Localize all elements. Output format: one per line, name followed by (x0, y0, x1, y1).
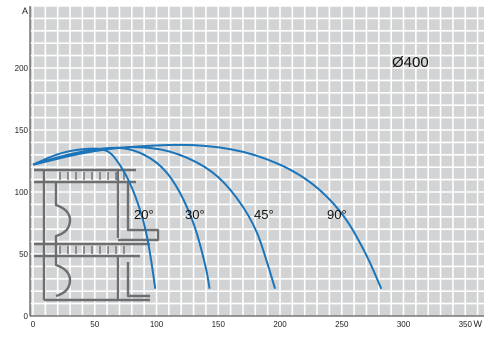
y-tick-label: 200 (15, 64, 29, 73)
x-tick-label: 50 (90, 320, 99, 329)
x-tick-label: 0 (31, 320, 36, 329)
size-annotation: Ø400 (392, 54, 429, 71)
series-line-0 (32, 147, 157, 289)
curve-label-3: 90° (327, 207, 347, 222)
x-axis-label: W (474, 319, 483, 329)
ticks: 0 50 100 150 200 250 300 350 0 50 100 150 200 (15, 64, 473, 329)
curves (32, 143, 383, 290)
x-tick-label: 200 (273, 320, 287, 329)
curve-label-2: 45° (254, 207, 274, 222)
series-line-2 (32, 146, 277, 290)
curve-labels: 20° 30° 45° 90° (134, 207, 347, 222)
y-tick-label: 150 (15, 126, 29, 135)
x-tick-label: 100 (150, 320, 164, 329)
curve-label-1: 30° (185, 207, 205, 222)
y-tick-label: 0 (24, 312, 29, 321)
y-tick-label: 100 (15, 188, 29, 197)
x-tick-label: 150 (212, 320, 226, 329)
y-tick-label: 50 (19, 250, 28, 259)
plot-background (30, 6, 484, 316)
y-axis-label: A (22, 6, 28, 16)
x-tick-label: 300 (397, 320, 411, 329)
x-tick-label: 250 (335, 320, 349, 329)
curve-label-0: 20° (134, 207, 154, 222)
profile-diagram (34, 168, 160, 302)
x-tick-label: 350 (459, 320, 473, 329)
profile-outline (34, 168, 160, 302)
series-line-3 (32, 143, 383, 290)
